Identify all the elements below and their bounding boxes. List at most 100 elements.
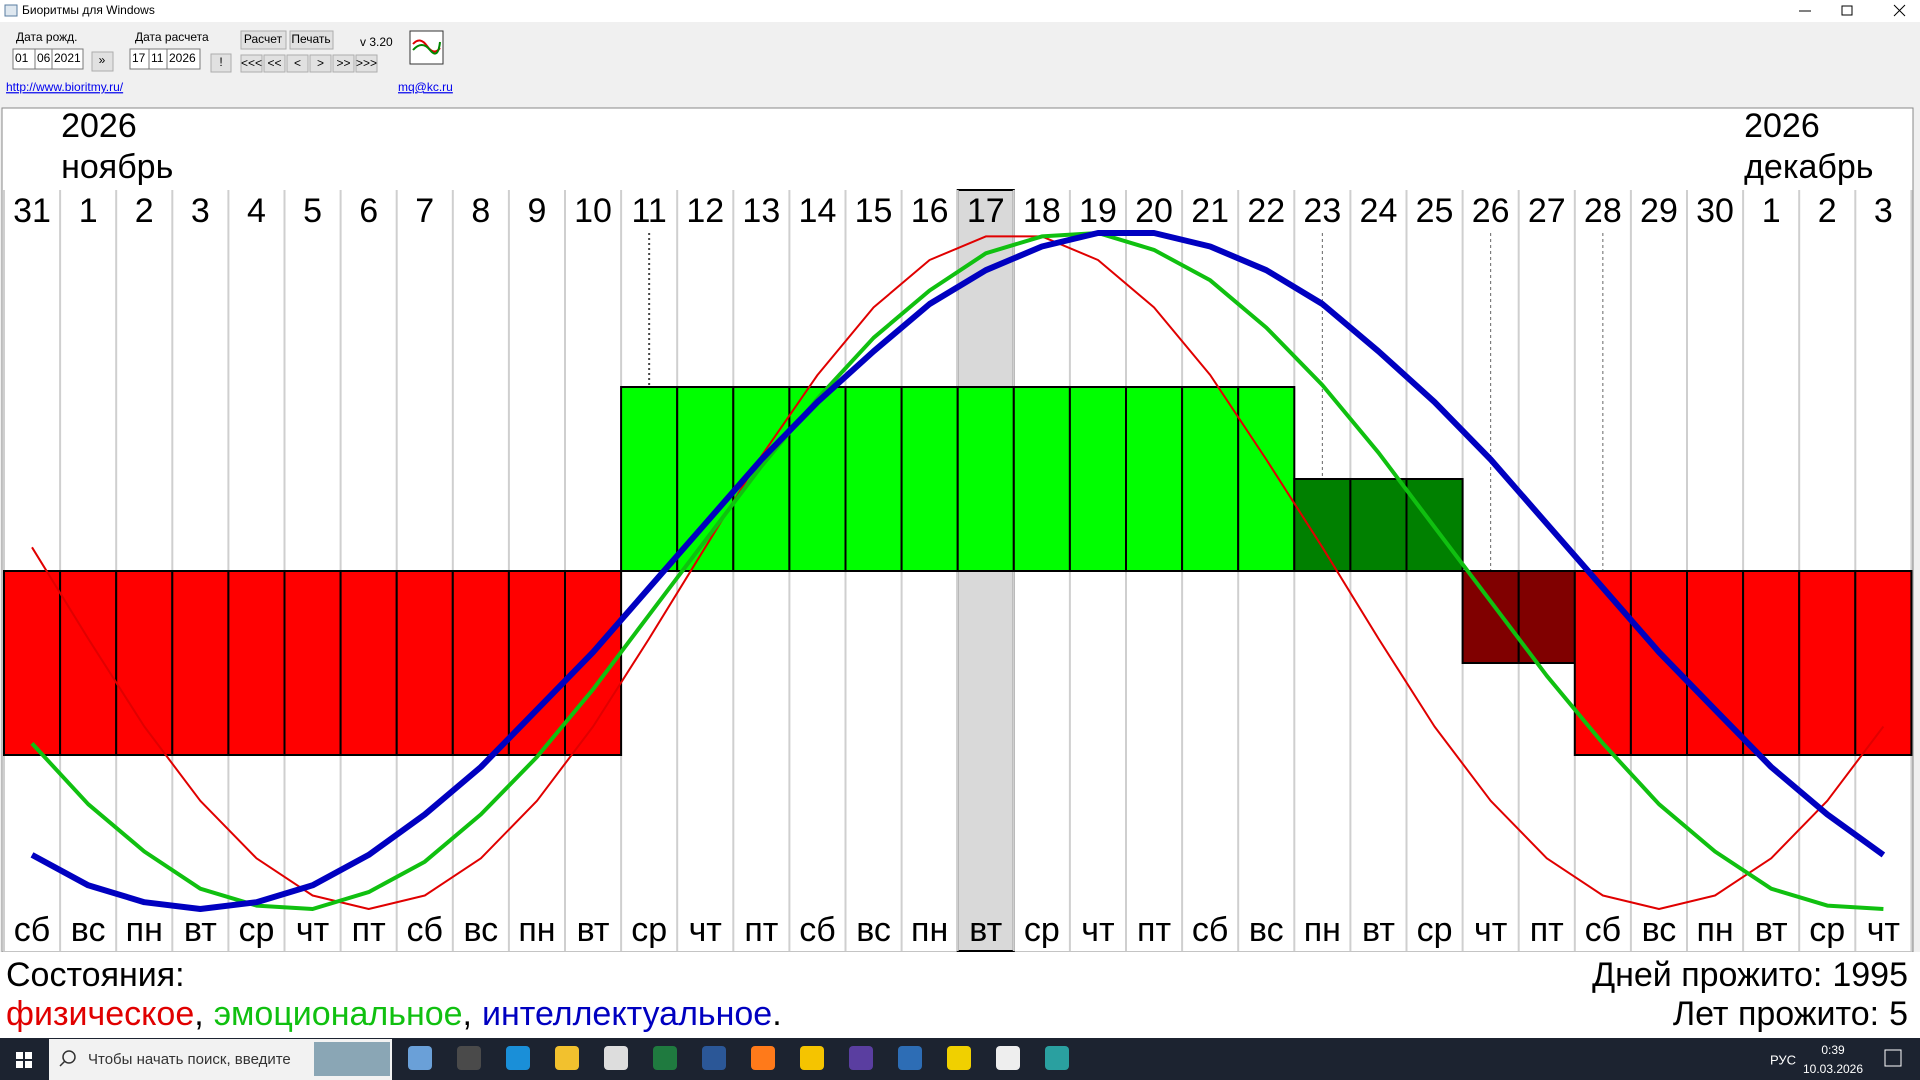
day-number: 31 xyxy=(13,192,51,230)
weekday: вт xyxy=(1755,911,1788,949)
nav-button[interactable] xyxy=(332,54,355,73)
clock-date[interactable]: 10.03.2026 xyxy=(1803,1062,1863,1076)
state-bar xyxy=(1461,570,1520,664)
state-bar xyxy=(788,386,847,572)
weekday: вс xyxy=(464,911,499,949)
weekday: вс xyxy=(71,911,106,949)
year-label: 2026 xyxy=(1744,107,1820,145)
clock-time[interactable]: 0:39 xyxy=(1821,1043,1845,1057)
weekday: сб xyxy=(14,911,50,949)
day-number: 26 xyxy=(1472,192,1510,230)
nav-button[interactable] xyxy=(263,54,286,73)
weekday: ср xyxy=(1417,911,1453,949)
window-title: Биоритмы для Windows xyxy=(22,3,155,17)
close-button[interactable] xyxy=(1893,4,1906,17)
weekday: пн xyxy=(126,911,163,949)
weekday: чт xyxy=(1474,911,1507,949)
state-bar xyxy=(1686,570,1745,756)
birth-button[interactable] xyxy=(91,51,114,72)
days-label: Дней прожито: xyxy=(1592,956,1822,994)
taskbar-icon[interactable] xyxy=(849,1046,873,1070)
state-bar xyxy=(844,386,903,572)
legend-separator: , xyxy=(463,995,472,1033)
state-bar xyxy=(1125,386,1184,572)
legend-entry: физическое xyxy=(6,995,194,1033)
taskbar-icon[interactable] xyxy=(555,1046,579,1070)
legend: физическое, эмоциональное, интеллектуально… xyxy=(6,995,782,1033)
nav-button[interactable] xyxy=(309,54,332,73)
day-number: 18 xyxy=(1023,192,1061,230)
calc-year-input[interactable] xyxy=(166,48,201,70)
day-number: 1 xyxy=(1762,192,1781,230)
weekday: сб xyxy=(1585,911,1621,949)
chart: 31сб1вс2026ноябрь2пн3вт4ср5чт6пт7сб8вс9п… xyxy=(3,107,1913,952)
taskbar-icons xyxy=(408,1046,1069,1070)
notifications[interactable] xyxy=(1884,1049,1902,1067)
month-label: ноябрь xyxy=(61,148,173,186)
print-label: Печать xyxy=(291,32,330,46)
taskbar-icon[interactable] xyxy=(1045,1046,1069,1070)
taskbar-icon[interactable] xyxy=(702,1046,726,1070)
nav-button[interactable] xyxy=(240,54,263,73)
day-number: 2 xyxy=(1818,192,1837,230)
nav-button[interactable] xyxy=(286,54,309,73)
day-number: 23 xyxy=(1303,192,1341,230)
year-label: 2026 xyxy=(61,107,137,145)
nav-label: >>> xyxy=(356,56,377,70)
state-bar xyxy=(1517,570,1576,664)
taskbar-icon[interactable] xyxy=(653,1046,677,1070)
language[interactable]: РУС xyxy=(1770,1052,1796,1067)
site-link[interactable]: http://www.bioritmy.ru/ xyxy=(6,80,124,94)
weekday: чт xyxy=(296,911,329,949)
day-number: 3 xyxy=(1874,192,1893,230)
state-bar xyxy=(339,570,398,756)
weekday: сб xyxy=(799,911,835,949)
day-number: 13 xyxy=(742,192,780,230)
calculate-button[interactable] xyxy=(240,30,287,50)
taskbar-icon[interactable] xyxy=(457,1046,481,1070)
taskbar-icon[interactable] xyxy=(996,1046,1020,1070)
state-bar xyxy=(115,570,174,756)
day-number: 25 xyxy=(1416,192,1454,230)
birth-year-input[interactable] xyxy=(51,48,84,70)
day-number: 7 xyxy=(415,192,434,230)
calc-day: 17 xyxy=(132,51,146,65)
start-button[interactable] xyxy=(16,1052,32,1068)
legend-separator: , xyxy=(194,995,203,1033)
weekday: пт xyxy=(1530,911,1564,949)
taskbar-icon[interactable] xyxy=(751,1046,775,1070)
weekday: вт xyxy=(184,911,217,949)
email-link[interactable]: mq@kc.ru xyxy=(398,80,453,94)
taskbar-icon[interactable] xyxy=(947,1046,971,1070)
state-bar xyxy=(1293,478,1352,572)
day-number: 30 xyxy=(1696,192,1734,230)
weekday: вт xyxy=(969,911,1002,949)
weekday: пт xyxy=(744,911,778,949)
print-button[interactable] xyxy=(289,30,334,50)
state-bar xyxy=(1181,386,1240,572)
state-bar xyxy=(1629,570,1689,756)
state-bar xyxy=(1854,570,1913,756)
taskbar-icon[interactable] xyxy=(408,1046,432,1070)
state-bar xyxy=(620,386,679,572)
app-icon xyxy=(4,4,18,17)
nav-button[interactable] xyxy=(355,54,378,73)
taskbar-icon[interactable] xyxy=(800,1046,824,1070)
day-number: 11 xyxy=(632,192,667,230)
state-bar xyxy=(1012,386,1071,572)
calc-month: 11 xyxy=(151,51,164,65)
state-bar xyxy=(507,570,566,756)
years-value: 5 xyxy=(1889,995,1908,1033)
birth-month: 06 xyxy=(37,51,51,65)
weekday: пн xyxy=(518,911,555,949)
taskbar-icon[interactable] xyxy=(604,1046,628,1070)
restore-button[interactable] xyxy=(1841,5,1853,16)
month-label: декабрь xyxy=(1744,148,1873,186)
taskbar-icon[interactable] xyxy=(898,1046,922,1070)
weekday: сб xyxy=(1192,911,1228,949)
nav-label: < xyxy=(294,56,301,70)
calc-button[interactable] xyxy=(210,53,232,73)
weekday: вт xyxy=(1362,911,1395,949)
legend-entry: интеллектуальное xyxy=(482,995,772,1033)
taskbar-icon[interactable] xyxy=(506,1046,530,1070)
